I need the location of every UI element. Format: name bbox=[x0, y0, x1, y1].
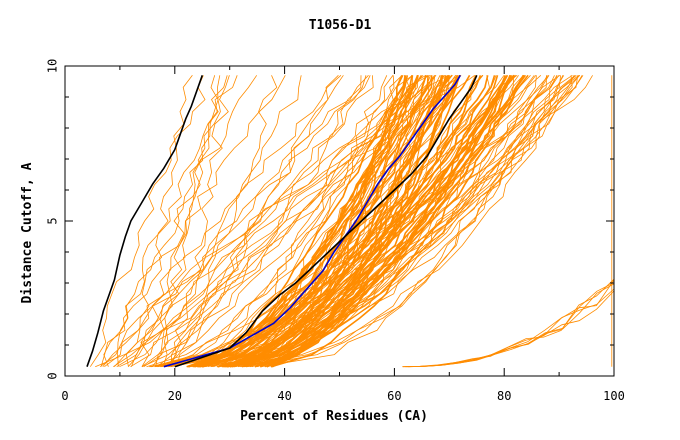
model-curve bbox=[156, 75, 422, 368]
x-axis-label: Percent of Residues (CA) bbox=[240, 409, 428, 424]
model-curve bbox=[149, 75, 555, 368]
x-axis: 0 20 40 60 80 100 bbox=[61, 66, 625, 403]
model-curve bbox=[408, 283, 615, 368]
x-tick-label: 0 bbox=[61, 389, 68, 403]
highlighted-curve-1 bbox=[86, 75, 204, 367]
model-curve bbox=[406, 288, 615, 368]
model-curve bbox=[237, 75, 565, 368]
model-curve bbox=[402, 279, 615, 368]
chart-title: T1056-D1 bbox=[309, 18, 372, 33]
model-curve bbox=[188, 75, 419, 368]
model-curve bbox=[131, 75, 369, 367]
x-tick-label: 80 bbox=[497, 389, 511, 403]
model-curve bbox=[206, 75, 395, 367]
highlighted-curves bbox=[86, 74, 478, 368]
model-curve bbox=[176, 75, 339, 367]
x-tick-label: 100 bbox=[603, 389, 625, 403]
model-curve bbox=[217, 74, 512, 368]
model-curve bbox=[402, 278, 615, 368]
orange-model-curves bbox=[89, 74, 615, 368]
model-curve bbox=[405, 290, 615, 368]
model-curve bbox=[229, 74, 477, 368]
model-curve bbox=[204, 75, 537, 368]
x-tick-label: 40 bbox=[277, 389, 291, 403]
model-curve bbox=[89, 75, 206, 367]
model-curve bbox=[95, 75, 413, 368]
model-curve bbox=[100, 75, 286, 367]
model-curve bbox=[166, 75, 278, 367]
y-tick-label: 10 bbox=[46, 59, 60, 73]
model-curve bbox=[193, 74, 419, 368]
y-axis-label: Distance Cutoff, A bbox=[20, 162, 35, 303]
y-tick-label: 0 bbox=[46, 372, 60, 379]
model-curve bbox=[194, 74, 529, 368]
model-curve bbox=[249, 75, 550, 368]
model-curve bbox=[141, 75, 362, 368]
model-curve bbox=[165, 74, 427, 367]
model-curve bbox=[151, 75, 388, 368]
model-curve bbox=[114, 75, 371, 367]
model-curve bbox=[245, 75, 496, 368]
model-curve bbox=[116, 75, 367, 368]
model-curve bbox=[217, 74, 449, 368]
model-curve bbox=[231, 74, 524, 368]
y-axis: 0 5 10 bbox=[46, 59, 614, 380]
model-curve bbox=[244, 75, 573, 368]
model-curve bbox=[248, 75, 433, 368]
model-curve bbox=[270, 74, 527, 368]
model-curve bbox=[250, 75, 561, 368]
model-curve bbox=[187, 74, 517, 368]
model-curve bbox=[99, 75, 462, 368]
model-curve bbox=[104, 74, 342, 368]
model-curve bbox=[117, 75, 238, 367]
model-curve bbox=[102, 75, 437, 367]
model-curve bbox=[407, 282, 615, 368]
model-curve bbox=[245, 75, 584, 368]
model-curve bbox=[254, 74, 507, 368]
model-curve bbox=[259, 74, 459, 368]
model-curve bbox=[141, 75, 394, 368]
x-tick-label: 20 bbox=[168, 389, 182, 403]
model-curve bbox=[197, 74, 509, 368]
model-curve bbox=[150, 75, 548, 368]
model-curve bbox=[191, 74, 413, 368]
model-curve bbox=[260, 75, 550, 368]
model-curve bbox=[202, 75, 459, 368]
model-curve bbox=[103, 75, 258, 367]
highlighted-curve-2 bbox=[163, 74, 461, 368]
highlighted-curve-3 bbox=[174, 74, 478, 368]
model-curve bbox=[266, 75, 461, 368]
model-curve bbox=[152, 75, 221, 367]
model-curve bbox=[119, 75, 374, 368]
y-tick-label: 5 bbox=[46, 217, 60, 224]
x-tick-label: 60 bbox=[387, 389, 401, 403]
model-curve bbox=[171, 75, 230, 367]
model-curve bbox=[155, 75, 302, 367]
